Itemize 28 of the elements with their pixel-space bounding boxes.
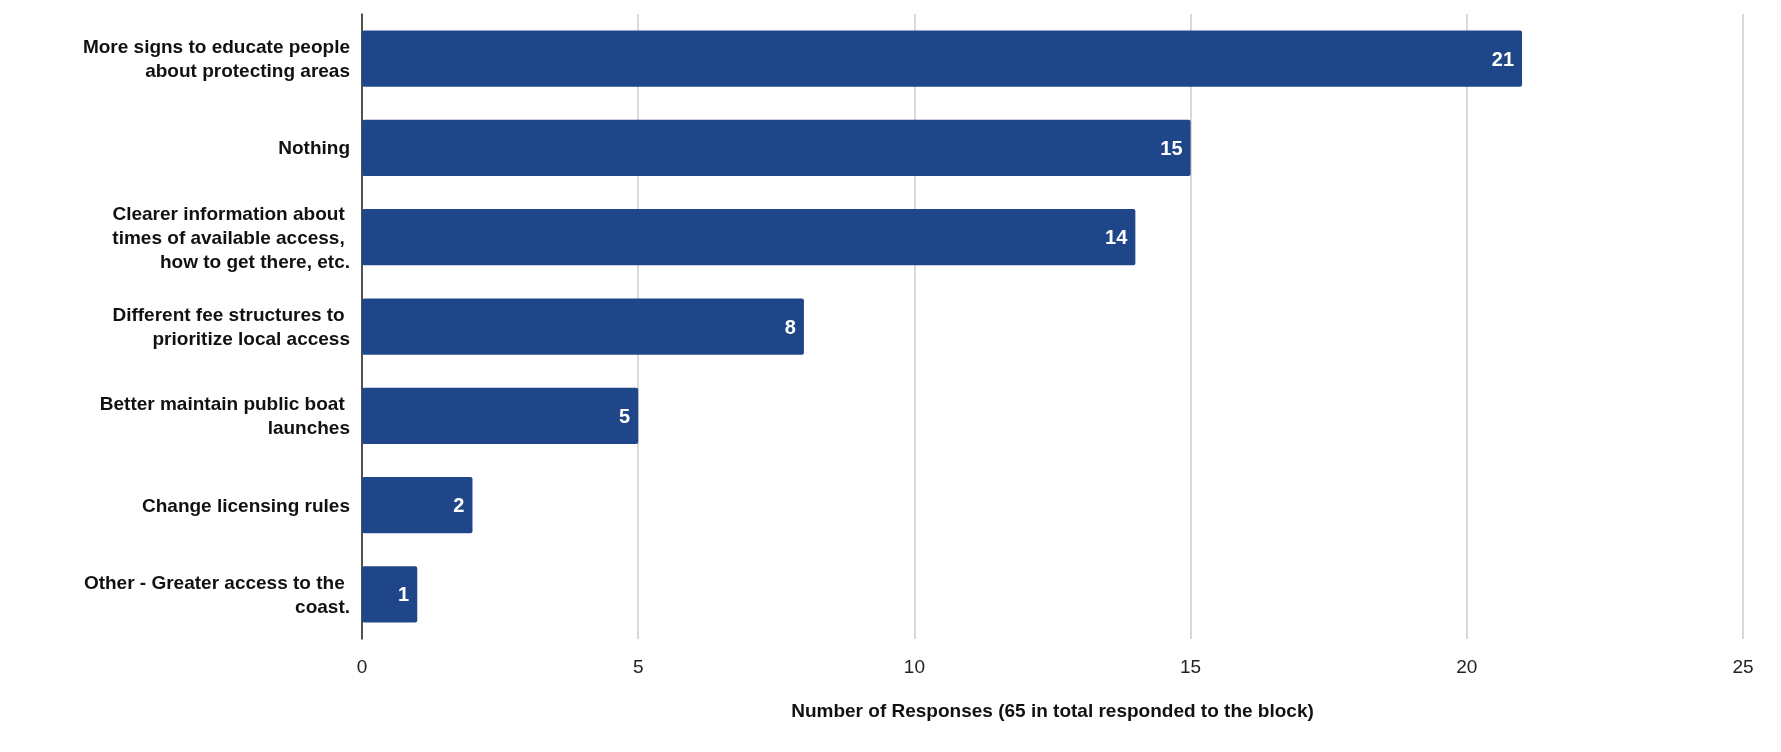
data-label: 21 xyxy=(1491,47,1515,70)
data-label: 8 xyxy=(784,315,796,338)
data-label: 14 xyxy=(1105,226,1129,249)
bar xyxy=(362,298,804,355)
y-tick-label: Clearer information about times of available access, how to get there, etc. xyxy=(112,202,350,272)
y-tick-label: Different fee structures to prioritize local access xyxy=(112,304,350,349)
bar xyxy=(362,566,418,623)
data-label: 5 xyxy=(619,404,631,427)
data-label: 1 xyxy=(398,583,410,606)
x-axis-title: Number of Responses (65 in total responded to the block) xyxy=(791,700,1314,721)
x-tick-label: 25 xyxy=(1732,656,1754,677)
data-label: 2 xyxy=(453,494,465,517)
x-tick-label: 5 xyxy=(632,656,644,677)
y-tick-label: Nothing xyxy=(278,137,350,159)
bar xyxy=(362,476,473,534)
bar xyxy=(362,387,639,444)
bar xyxy=(362,119,1191,177)
bar xyxy=(362,209,1136,266)
x-tick-label: 15 xyxy=(1180,656,1202,677)
x-tick-label: 10 xyxy=(903,656,925,677)
x-tick-label: 20 xyxy=(1456,656,1478,677)
y-tick-label: Better maintain public boat launches xyxy=(99,393,350,439)
y-tick-label: More signs to educate people about protecting areas xyxy=(82,36,350,82)
x-tick-label: 0 xyxy=(356,656,368,677)
y-tick-label: Other - Greater access to the coast. xyxy=(83,571,350,617)
y-tick-label: Change licensing rules xyxy=(142,494,350,516)
bar xyxy=(362,30,1523,87)
data-label: 15 xyxy=(1160,136,1183,159)
